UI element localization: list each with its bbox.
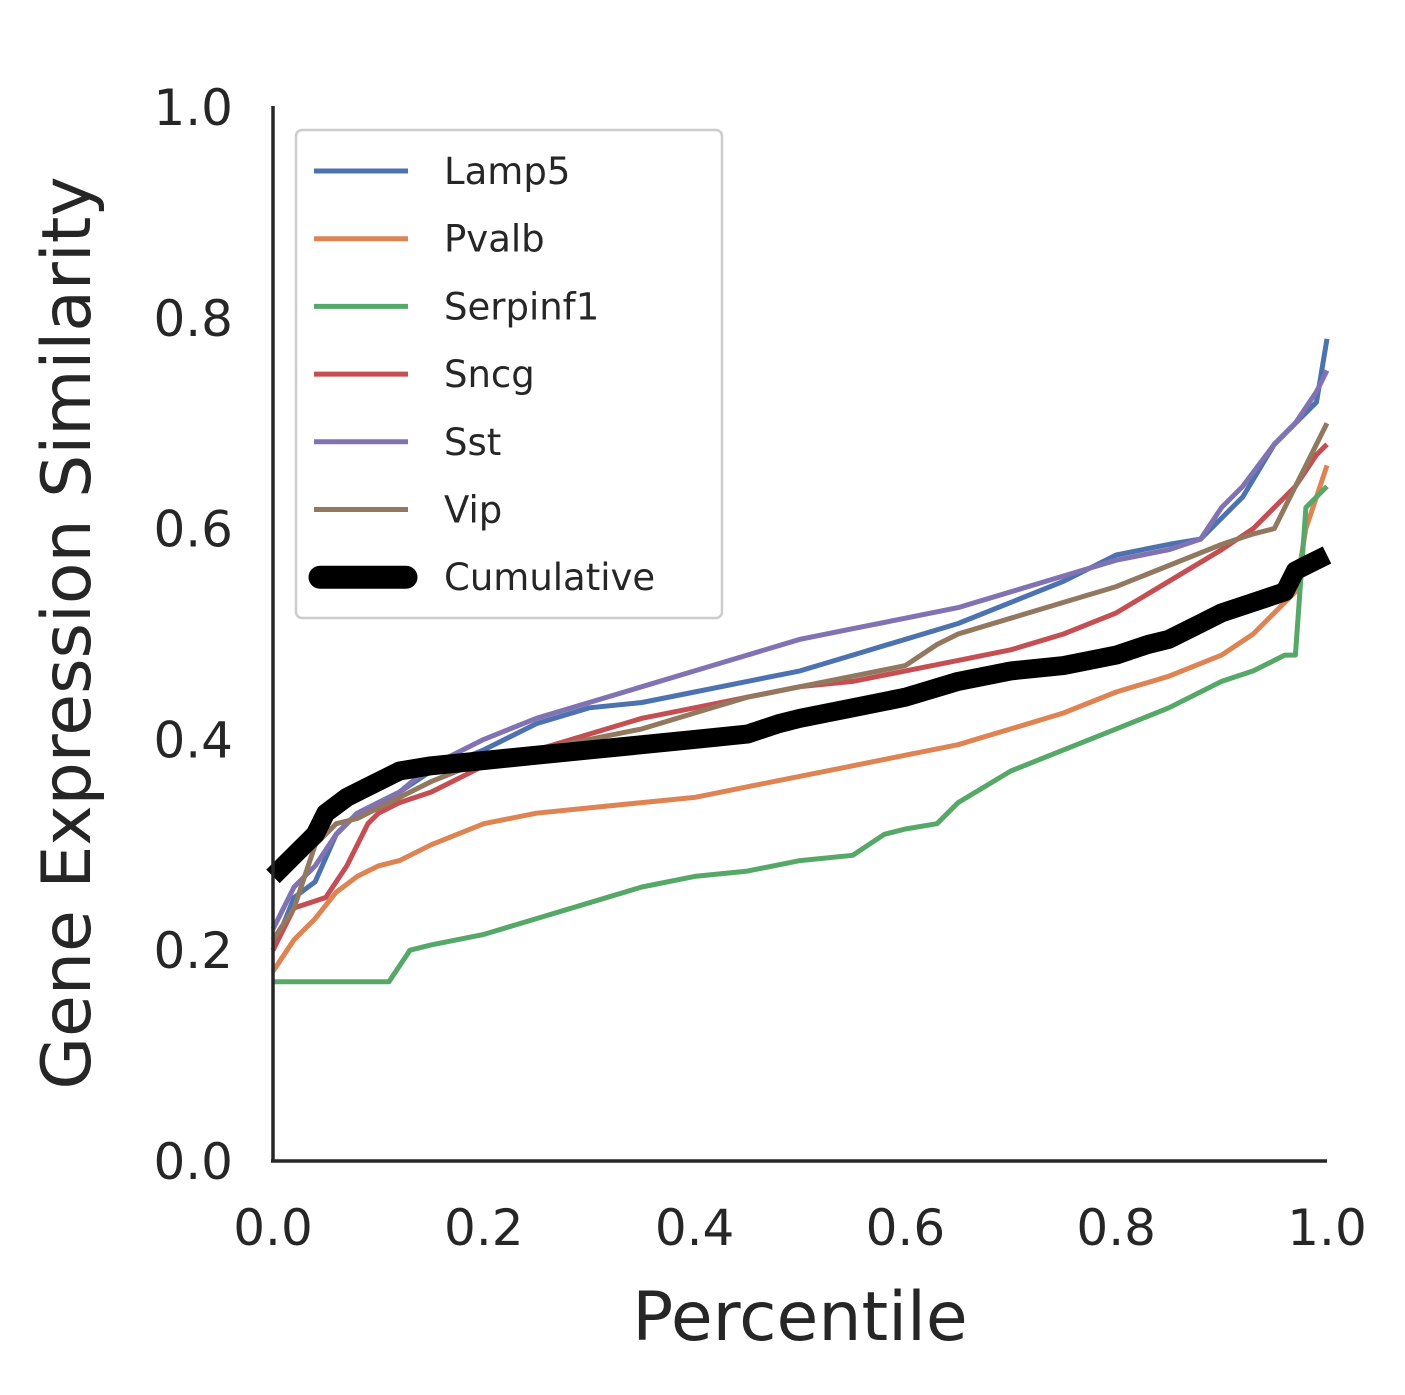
- legend-entries: Lamp5 Pvalb Serpinf1 Sncg Sst Vip Cumulative: [308, 150, 655, 599]
- series-line-vip: [270, 422, 1330, 942]
- x-tick-label: 0.4: [655, 1199, 735, 1257]
- legend: Lamp5 Pvalb Serpinf1 Sncg Sst Vip Cumulative: [294, 128, 724, 620]
- y-axis-title: Gene Expression Similarity: [28, 176, 107, 1089]
- y-tick-label: 0.8: [153, 290, 233, 348]
- x-axis-title: Percentile: [632, 1278, 967, 1357]
- legend-label-sst: Sst: [444, 421, 501, 464]
- y-tick-label: 0.2: [153, 922, 233, 980]
- series-line-pvalb: [270, 464, 1330, 973]
- series-line-cumulative: [266, 546, 1332, 884]
- legend-label-lamp5: Lamp5: [444, 150, 570, 193]
- x-tick-labels: 0.0 0.2 0.4 0.6 0.8 1.0: [233, 1199, 1367, 1257]
- legend-label-vip: Vip: [444, 489, 502, 532]
- y-tick-label: 1.0: [153, 79, 233, 137]
- x-tick-label: 0.2: [444, 1199, 524, 1257]
- legend-label-cumulative: Cumulative: [444, 556, 655, 599]
- series-line-sst: [270, 369, 1330, 931]
- x-tick-label: 0.8: [1076, 1199, 1156, 1257]
- x-tick-label: 0.6: [866, 1199, 946, 1257]
- legend-label-serpinf1: Serpinf1: [444, 285, 599, 328]
- y-tick-label: 0.4: [153, 711, 233, 769]
- legend-frame: [294, 128, 724, 620]
- legend-label-sncg: Sncg: [444, 353, 535, 396]
- legend-label-pvalb: Pvalb: [444, 218, 545, 261]
- x-tick-label: 1.0: [1287, 1199, 1367, 1257]
- series-line-serpinf1: [273, 484, 1329, 985]
- x-tick-label: 0.0: [233, 1199, 313, 1257]
- y-tick-label: 0.6: [153, 501, 233, 559]
- y-tick-label: 0.0: [153, 1133, 233, 1191]
- plot-lines: [266, 338, 1332, 985]
- y-tick-labels: 0.0 0.2 0.4 0.6 0.8 1.0: [153, 79, 233, 1191]
